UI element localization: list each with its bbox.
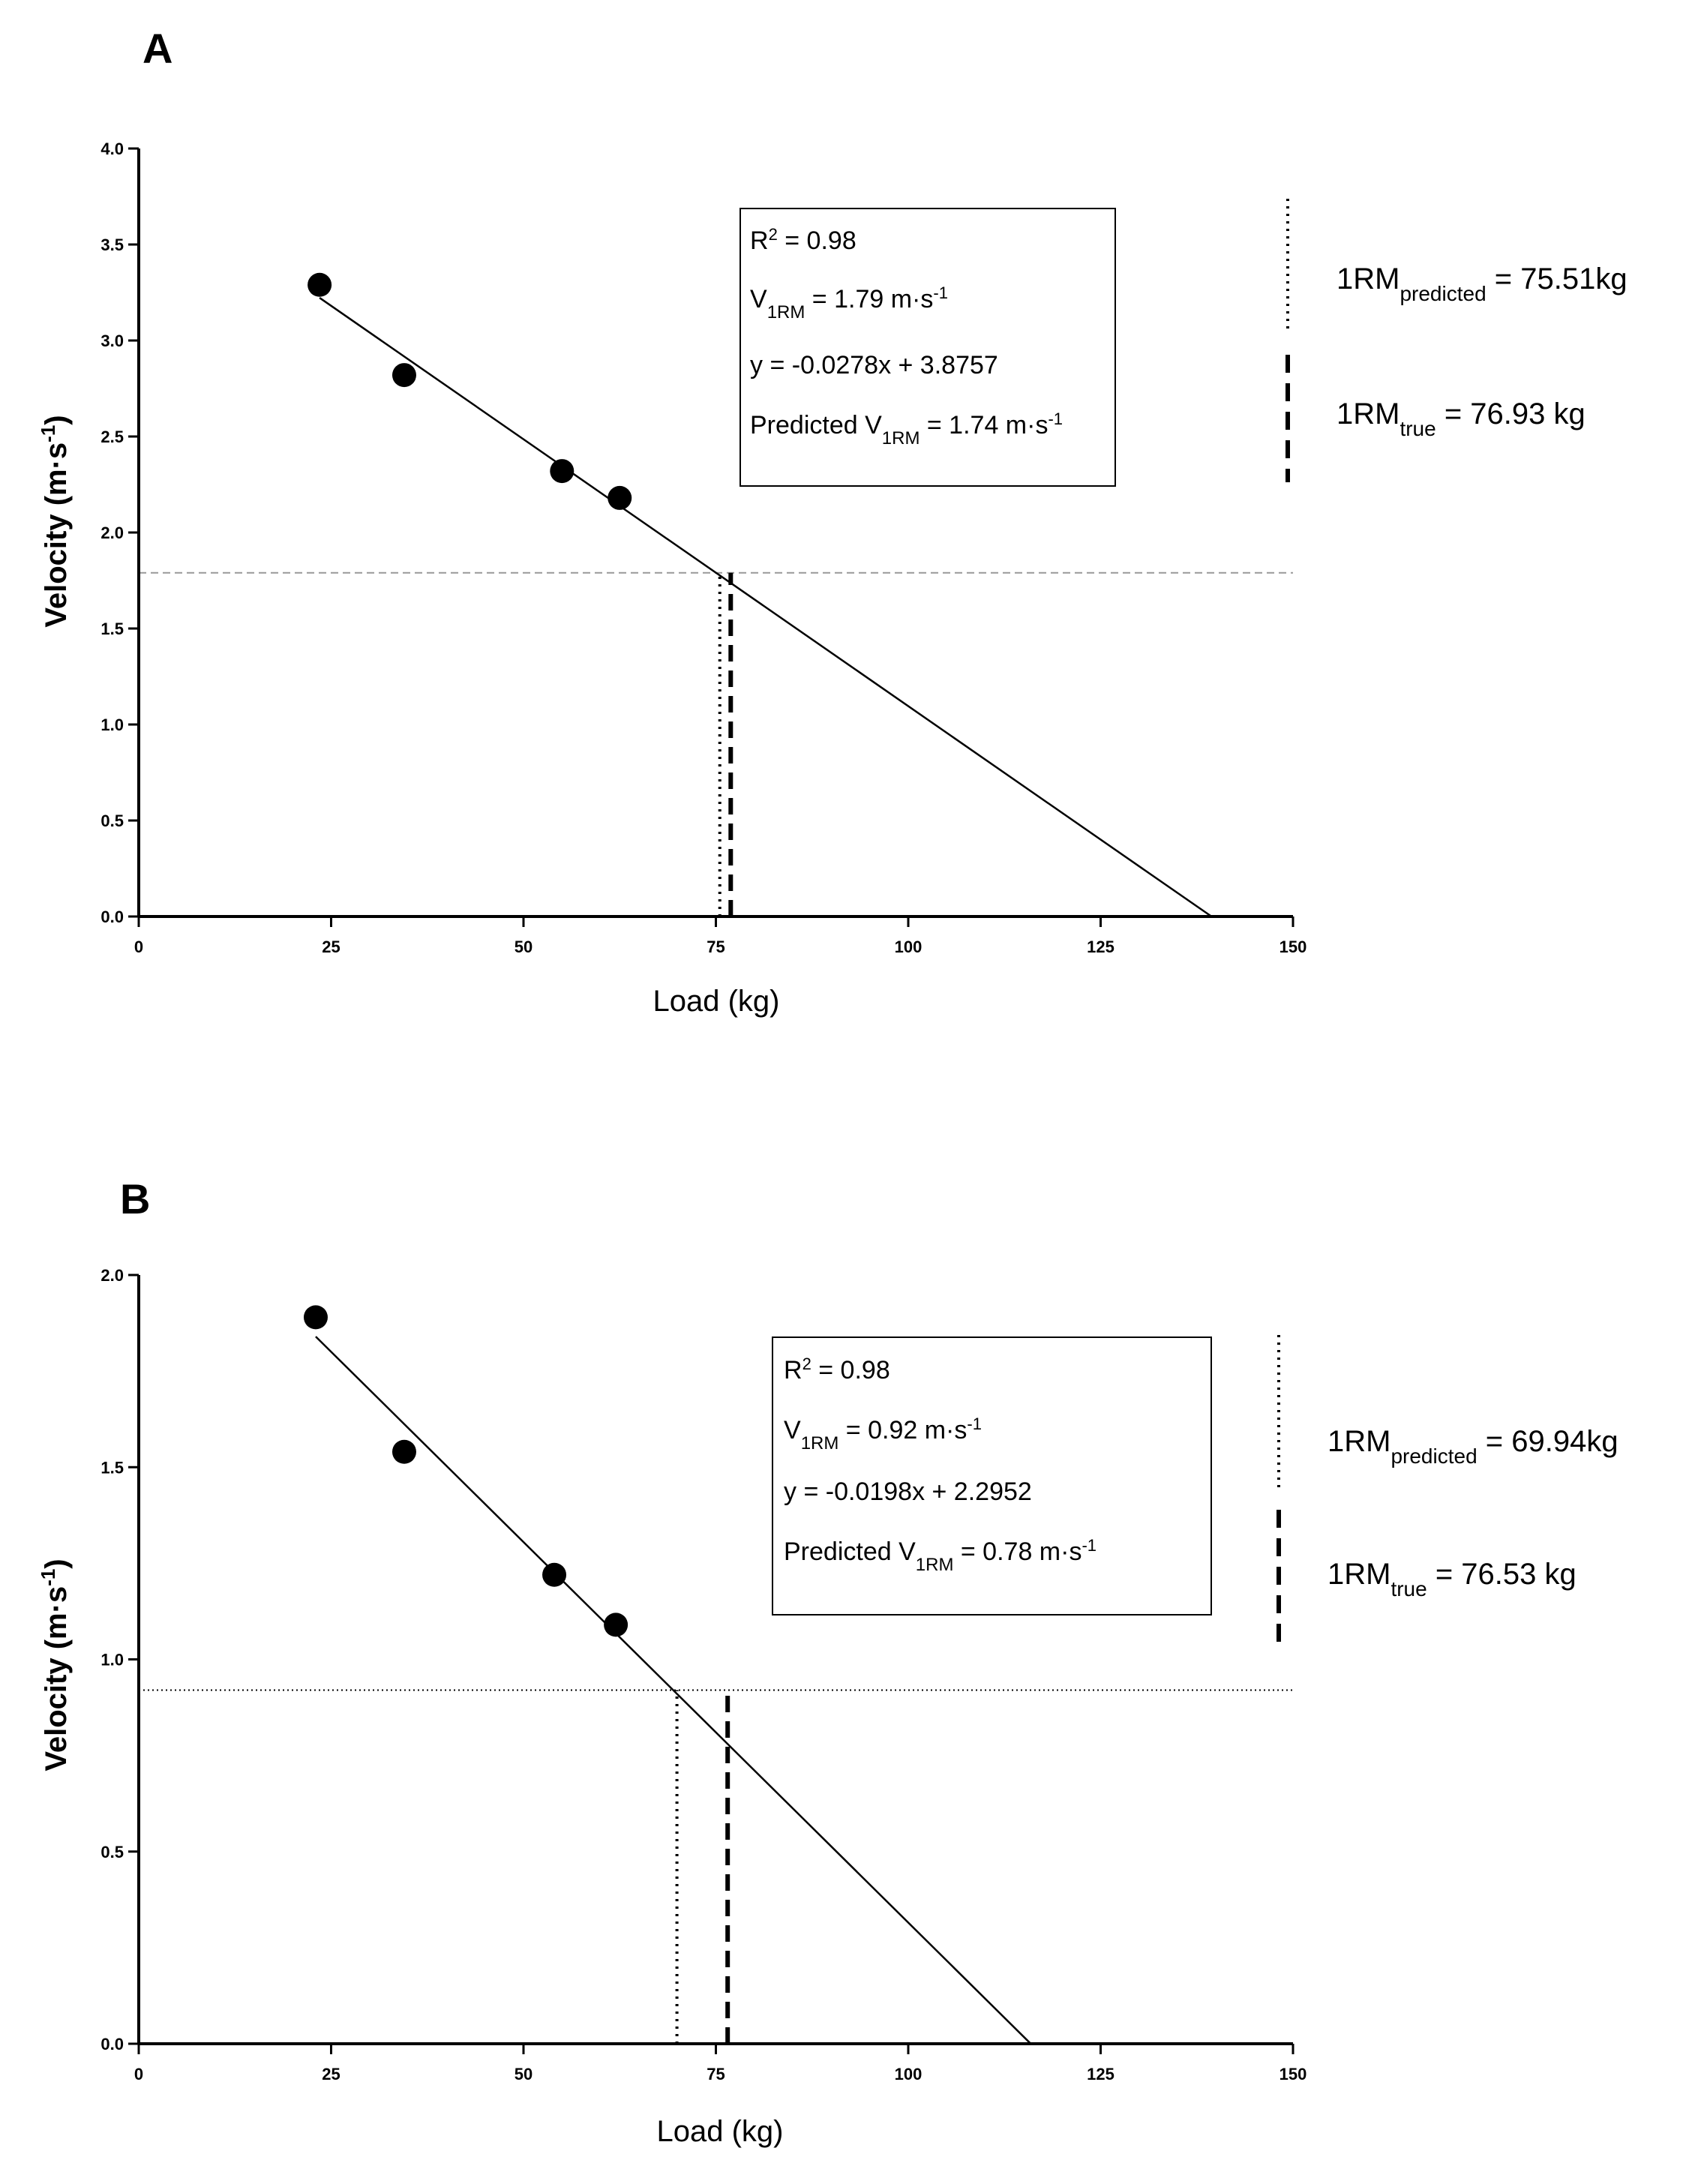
panel-b-data-point (542, 1562, 567, 1587)
panel-a-data-point (550, 459, 574, 484)
panel-a-x-tick-label: 150 (1280, 938, 1307, 956)
panel-a-x-axis-title: Load (kg) (653, 985, 780, 1018)
panel-b-letter: B (120, 1175, 150, 1222)
panel-b-axes (137, 1275, 1293, 2045)
panel-b-data-point (303, 1305, 328, 1330)
panel-a-x-tick-label: 0 (134, 938, 143, 956)
panel-a-ticks: 0 25 50 75 100 125 150 0.0 0.5 1.0 1.5 2.0 2.5 3.0 3.5… (100, 140, 1306, 956)
panel-a-y-tick-label: 0.5 (100, 812, 124, 830)
panel-a-predicted-v1rm-label: Predicted V1RM = 1.74 m·s-1 (750, 410, 1063, 448)
panel-b-predicted-v1rm-label: Predicted V1RM = 0.78 m·s-1 (784, 1536, 1096, 1575)
panel-b-legend-predicted: 1RMpredicted = 69.94kg (1328, 1425, 1618, 1468)
panel-b-x-axis-title: Load (kg) (657, 2115, 784, 2148)
panel-a-x-tick-label: 25 (322, 938, 340, 956)
panel-b-x-tick-label: 25 (322, 2065, 340, 2084)
panel-b-data-points (303, 1305, 628, 1637)
panel-a-letter: A (142, 25, 172, 72)
panel-b-y-tick-label: 2.0 (100, 1266, 124, 1285)
panel-b-legend-true: 1RMtrue = 76.53 kg (1328, 1558, 1576, 1600)
panel-b-fit-line-group (315, 1336, 1032, 2044)
panel-a-y-tick-label: 1.5 (100, 620, 124, 638)
panel-a-y-tick-label: 3.0 (100, 332, 124, 350)
panel-a-regression-line (319, 297, 1212, 917)
panel-b-data-point (604, 1612, 628, 1637)
panel-a-x-tick-label: 100 (895, 938, 922, 956)
panel-a-legend-true: 1RMtrue = 76.93 kg (1336, 398, 1586, 440)
panel-b-ticks: 0 25 50 75 100 125 150 0.0 0.5 1.0 1.5 2.0 (100, 1266, 1306, 2084)
panel-a-y-tick-label: 3.5 (100, 236, 124, 254)
panel-b-equation-label: y = -0.0198x + 2.2952 (784, 1478, 1032, 1506)
panel-a-equation-label: y = -0.0278x + 3.8757 (750, 351, 998, 380)
panel-a-data-point (608, 485, 632, 510)
panel-a-x-tick-label: 75 (706, 938, 724, 956)
panel-a-y-tick-label: 2.5 (100, 428, 124, 446)
panel-a-data-point (392, 363, 416, 388)
panel-a-data-point (308, 272, 332, 297)
panel-b-x-tick-label: 0 (134, 2065, 143, 2084)
panel-b-y-tick-label: 1.0 (100, 1651, 124, 1670)
panel-b-stats-box (772, 1336, 1212, 1616)
panel-b: B 0 25 50 75 100 125 150 0.0 0.5 1.0 1.5 2.0 Load (… (37, 1175, 1618, 2148)
panel-a-y-tick-label: 1.0 (100, 716, 124, 734)
panel-b-y-tick-label: 0.5 (100, 1843, 124, 1862)
panel-a-reference-lines (139, 572, 1293, 916)
panel-b-x-tick-label: 125 (1087, 2065, 1114, 2084)
panel-a-v1rm-label: V1RM = 1.79 m·s-1 (750, 284, 948, 322)
panel-a-y-axis-title: Velocity (m·s-1) (37, 415, 73, 627)
panel-a-x-tick-label: 50 (514, 938, 532, 956)
panel-b-r2-label: R2 = 0.98 (784, 1354, 890, 1385)
panel-a-axes (137, 148, 1293, 918)
panel-b-x-tick-label: 150 (1280, 2065, 1307, 2084)
panel-b-v1rm-label: V1RM = 0.92 m·s-1 (784, 1414, 982, 1454)
panel-a-y-tick-label: 2.0 (100, 524, 124, 542)
panel-b-x-tick-label: 50 (514, 2065, 532, 2084)
panel-b-y-tick-label: 1.5 (100, 1458, 124, 1477)
panel-a-y-tick-label: 0.0 (100, 908, 124, 926)
panel-b-regression-line (315, 1336, 1032, 2044)
panel-b-data-point (392, 1439, 416, 1464)
panel-a-y-tick-label: 4.0 (100, 140, 124, 158)
panel-b-x-tick-label: 100 (895, 2065, 922, 2084)
panel-a-stats-box (740, 208, 1116, 487)
panel-a: A 0 25 50 75 100 125 150 0.0 0.5 1.0 1.5 2.0 2.5 3.0 3… (37, 25, 1628, 1018)
panel-b-y-axis-title: Velocity (m·s-1) (37, 1558, 73, 1771)
panel-a-data-points (308, 272, 632, 510)
panel-b-x-tick-label: 75 (706, 2065, 724, 2084)
panel-a-r2-label: R2 = 0.98 (750, 225, 856, 256)
panel-a-legend-predicted: 1RMpredicted = 75.51kg (1336, 262, 1628, 305)
panel-a-fit-line-group (319, 297, 1212, 917)
panel-b-y-tick-label: 0.0 (100, 2035, 124, 2054)
panel-b-reference-lines (139, 1689, 1293, 2044)
panel-a-x-tick-label: 125 (1087, 938, 1114, 956)
